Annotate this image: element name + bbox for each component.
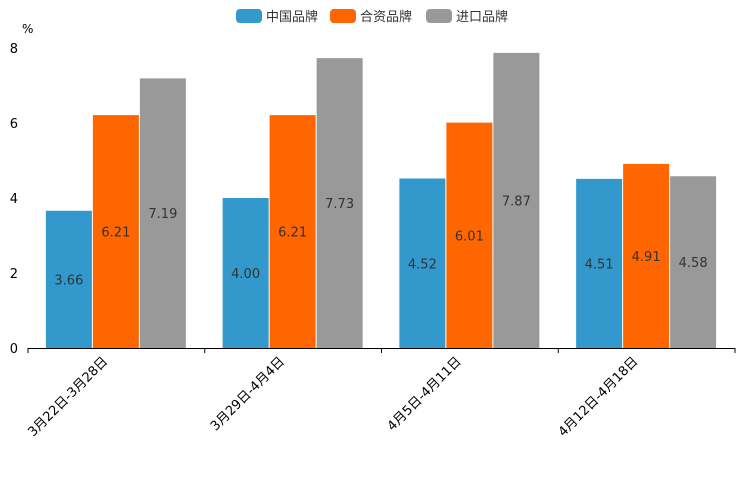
bar-2-1[interactable]	[92, 115, 139, 348]
y-tick-label: 0	[10, 342, 18, 357]
bar-3-1[interactable]	[139, 78, 186, 348]
legend-label-2[interactable]: 合资品牌	[360, 9, 412, 25]
bar-2-4[interactable]	[623, 163, 670, 348]
x-axis	[27, 348, 736, 353]
category-label: 4月5日-4月11日	[385, 354, 465, 434]
data-label-1-2: 4.00	[231, 267, 260, 282]
bar-1-2[interactable]	[222, 198, 269, 348]
bar-3-2[interactable]	[316, 58, 363, 348]
data-label-3-2: 7.73	[325, 197, 354, 212]
legend-label-1[interactable]: 中国品牌	[266, 9, 318, 25]
category-labels: 3月22日-3月28日 3月29日-4月4日 4月5日-4月11日 4月12日-4月1…	[25, 354, 641, 440]
legend-label-3[interactable]: 进口品牌	[456, 9, 508, 25]
category-label: 4月12日-4月18日	[556, 354, 642, 440]
y-tick-label: 6	[10, 117, 18, 132]
y-tick-label: 8	[10, 42, 18, 57]
bar-1-1[interactable]	[45, 210, 92, 348]
data-label-3-3: 7.87	[502, 194, 531, 209]
data-label-1-3: 4.52	[408, 257, 437, 272]
bar-3-3[interactable]	[493, 52, 540, 348]
data-label-1-1: 3.66	[54, 273, 83, 288]
data-labels: 3.66 4.00 4.52 4.51 6.21 6.21 6.01 4.91 7.19 7.73…	[54, 194, 707, 288]
data-label-2-2: 6.21	[278, 226, 307, 241]
bar-1-3[interactable]	[399, 178, 446, 349]
data-label-2-4: 4.91	[632, 250, 661, 265]
legend-swatch-3[interactable]	[426, 9, 452, 23]
data-label-2-1: 6.21	[101, 226, 130, 241]
legend-swatch-1[interactable]	[236, 9, 262, 23]
category-label: 3月29日-4月4日	[208, 354, 288, 434]
data-label-3-4: 4.58	[679, 256, 708, 271]
bars	[45, 52, 717, 349]
bar-1-4[interactable]	[576, 178, 623, 348]
data-label-1-4: 4.51	[585, 257, 614, 272]
bar-3-4[interactable]	[670, 176, 717, 348]
category-label: 3月22日-3月28日	[25, 354, 111, 440]
bar-2-3[interactable]	[446, 122, 493, 348]
legend: 中国品牌 合资品牌 进口品牌	[236, 9, 508, 25]
legend-swatch-2[interactable]	[330, 9, 356, 23]
y-tick-label: 2	[10, 267, 18, 282]
bar-2-2[interactable]	[269, 115, 316, 348]
y-axis-ticks: 0 2 4 6 8	[10, 42, 18, 357]
data-label-3-1: 7.19	[148, 207, 177, 222]
data-label-2-3: 6.01	[455, 229, 484, 244]
y-axis-unit-label: %	[22, 22, 33, 36]
y-tick-label: 4	[10, 192, 18, 207]
